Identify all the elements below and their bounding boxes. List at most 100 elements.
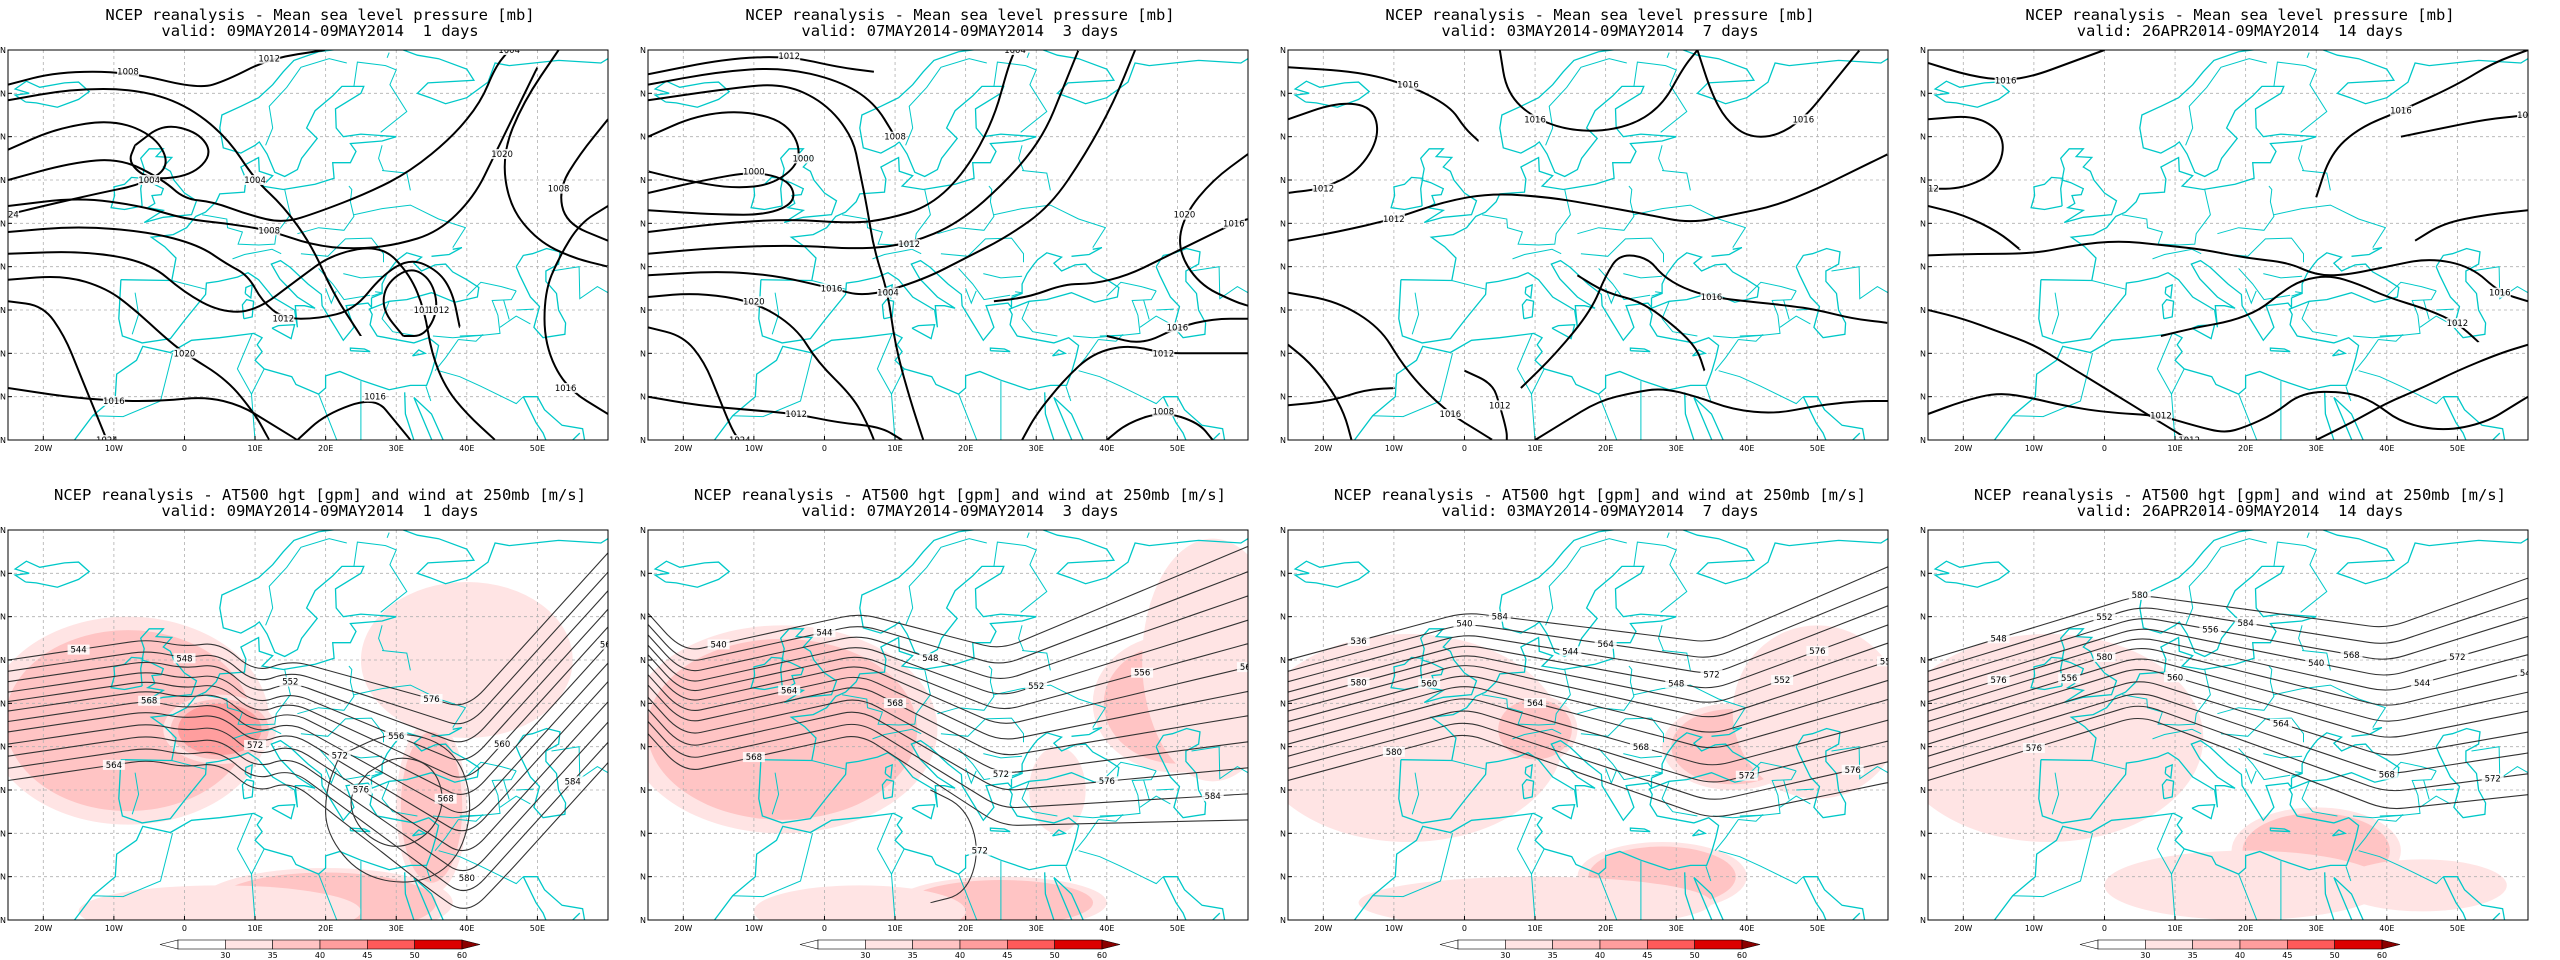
latitude-label: 55N [640,176,646,185]
longitude-label: 20W [1314,924,1332,933]
map-title: NCEP reanalysis - AT500 hgt [gpm] and wi… [694,486,1226,504]
colorbar-tick-label: 35 [268,951,278,960]
colorbar-tick-label: 45 [2282,951,2292,960]
geopotential-contour [1928,577,2528,661]
country-border [1718,370,1804,405]
contour-label: 1004 [244,176,266,186]
at500-wind-map-panel: NCEP reanalysis - AT500 hgt [gpm] and wi… [1920,480,2560,960]
coastline [2442,876,2501,920]
longitude-label: 10W [745,924,763,933]
longitude-label: 10W [745,444,763,453]
contour-label: 552 [282,678,298,688]
country-border [353,61,408,133]
map-frame [647,529,1249,921]
wind-speed-shade [648,638,918,820]
isobar-contour [2414,209,2528,242]
isobar-contour [648,293,875,440]
map-canvas: 536 540 544 548 552 556 560 564 568 572 576 580 584 5… [1280,526,1889,933]
isobar-contour [1520,254,1888,389]
geopotential-contour [8,741,608,892]
contour-label: 1012 [898,240,920,250]
isobar-contour [1928,205,2021,251]
country-border [983,273,1023,279]
isobar-contour [543,205,608,415]
geopotential-contour [648,684,1248,756]
wind-speed-colorbar: 30 35 40 45 50 60 [159,939,481,960]
latitude-label: 35N [1920,829,1926,838]
coastline [1052,829,1068,837]
country-border [425,386,432,402]
coastline [139,628,198,704]
colorbar-tick-label: 40 [2235,951,2245,960]
coastline [2333,397,2353,440]
latitude-label: 35N [640,829,646,838]
contour-label: 572 [1739,772,1755,782]
country-border [202,669,291,726]
country-border [2170,368,2185,440]
longitude-label: 0 [2102,924,2107,933]
map-valid-period: valid: 26APR2014-09MAY2014 14 days [2076,22,2404,40]
longitude-label: 30E [389,924,404,933]
contour-label: 576 [1845,766,1861,776]
coastline [413,877,433,920]
latitude-label: 25N [640,436,646,445]
geopotential-contour [1928,669,2528,738]
country-border [1482,189,1571,246]
coastline [1795,247,1847,339]
latitude-label: 35N [1920,349,1926,358]
geopotential-contour [1288,642,1888,703]
country-border [2122,669,2211,726]
contour-label: 1016 [2489,289,2511,299]
coastline [2324,872,2335,920]
contour-label: 1012 [1383,215,1405,225]
latitude-label: 50N [1280,699,1286,708]
coastline [713,252,1120,440]
colorbar-tick-label: 45 [1002,951,1012,960]
country-border [1021,781,1058,817]
colorbar-swatch [817,939,866,950]
colorbar-tick-label: 30 [220,951,230,960]
longitude-label: 50E [1810,444,1825,453]
geopotential-contour [648,545,1248,650]
latitude-label: 40N [640,786,646,795]
country-border [297,185,355,235]
country-border [1411,292,1420,335]
map-frame [7,49,609,441]
coastline [404,872,415,920]
map-valid-period: valid: 07MAY2014-09MAY2014 3 days [801,22,1119,40]
colorbar-swatch [1505,939,1553,950]
isobar-contour [648,50,1016,233]
contour-label: 568 [438,795,454,805]
country-border [2354,339,2379,372]
latitude-label: 65N [1920,89,1926,98]
coastline [2443,876,2506,920]
latitude-label: 55N [1280,656,1286,665]
contour-label: 1008 [548,185,570,195]
country-border [1156,788,1174,791]
coastline [523,396,586,440]
contour-label: 1016 [1701,293,1723,303]
country-border [2220,237,2304,263]
country-border [2302,650,2331,671]
isobar-contour [1928,50,2105,81]
latitude-label: 30N [640,873,646,882]
country-border [232,728,282,740]
latitude-label: 70N [640,46,646,55]
country-border [438,370,524,405]
latitude-label: 70N [1280,46,1286,55]
latitude-label: 30N [0,873,6,882]
contour-label: 544 [2414,679,2430,689]
country-border [381,781,418,817]
longitude-label: 10E [887,924,902,933]
contour-label: 564 [106,761,122,771]
contour-label: 540 [1456,620,1472,630]
country-border [1139,795,1171,808]
country-border [1651,771,1663,777]
latitude-label: 25N [1920,916,1926,925]
coastline [515,247,567,339]
latitude-label: 50N [0,219,6,228]
geopotential-contour [1928,717,2528,810]
latitude-label: 55N [1920,656,1926,665]
latitude-label: 25N [640,916,646,925]
geopotential-contour [1288,566,1888,661]
